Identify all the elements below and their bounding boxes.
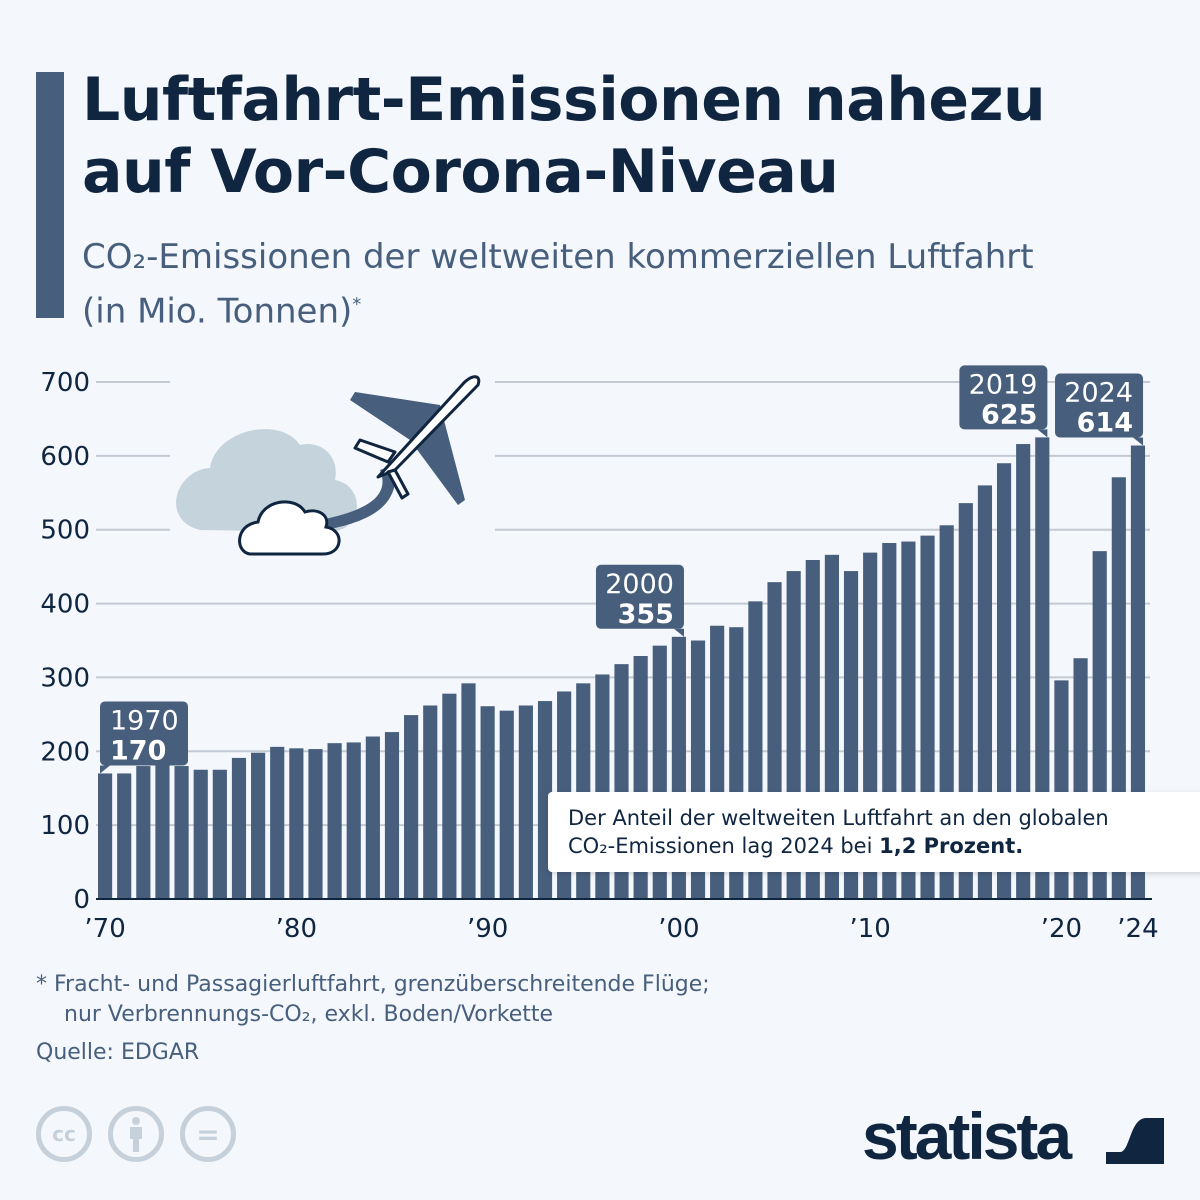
- y-tick-label: 400: [40, 590, 90, 620]
- callout-value: 170: [110, 735, 166, 766]
- subtitle-line-2: (in Mio. Tonnen): [82, 291, 353, 332]
- bar-1986: [404, 715, 419, 899]
- cloud-back-icon: [176, 429, 357, 532]
- title-line-2: auf Vor-Corona-Niveau: [82, 137, 839, 207]
- x-tick-label: ’00: [658, 914, 699, 944]
- y-tick-label: 600: [40, 442, 90, 472]
- info-highlight: 1,2 Prozent.: [879, 834, 1024, 858]
- bar-1990: [480, 706, 495, 899]
- bar-1991: [499, 710, 514, 899]
- callout-year: 2019: [969, 369, 1038, 400]
- bar-1992: [518, 705, 533, 899]
- x-tick-label: ’90: [467, 914, 508, 944]
- airplane-icon: [376, 375, 481, 479]
- callout-value: 625: [981, 399, 1037, 430]
- subtitle-line-1: CO₂-Emissionen der weltweiten kommerziel…: [82, 237, 1034, 277]
- info-box: Der Anteil der weltweiten Luftfahrt an d…: [548, 792, 1200, 872]
- callout-value: 355: [618, 599, 674, 630]
- bar-1973: [155, 760, 170, 899]
- info-text-line-2: CO₂-Emissionen lag 2024 bei: [568, 834, 880, 858]
- y-tick-label: 300: [40, 663, 90, 693]
- plane-tail-icon: [353, 438, 410, 500]
- bar-2018: [1016, 444, 1031, 899]
- info-text-line-1: Der Anteil der weltweiten Luftfahrt an d…: [568, 806, 1109, 830]
- bar-2019: [1035, 437, 1050, 899]
- bar-1970: [98, 773, 113, 899]
- y-tick-label: 500: [40, 516, 90, 546]
- bar-1988: [442, 693, 457, 899]
- callout-year: 2024: [1064, 378, 1133, 409]
- bar-chart: 0 100 200 300 400 500 600 700 ’70 ’80 ’90 ’00 ’10 ’2…: [40, 362, 1159, 944]
- cloud-front-icon: [238, 500, 341, 556]
- bar-1981: [308, 749, 323, 899]
- bar-1980: [289, 748, 304, 899]
- bar-1985: [384, 732, 400, 899]
- callout-box: [1055, 373, 1144, 438]
- source: Quelle: EDGAR: [36, 1040, 200, 1065]
- x-tick-label: ’80: [276, 914, 317, 944]
- y-tick-label: 700: [40, 368, 90, 398]
- y-tick-label: 0: [73, 885, 90, 915]
- x-tick-label: ’24: [1117, 914, 1158, 944]
- bar-1978: [251, 752, 266, 899]
- bar-1977: [231, 757, 247, 899]
- footnote-line-1: * Fracht- und Passagierluftfahrt, grenzü…: [36, 972, 710, 997]
- x-tick-label: ’70: [84, 914, 125, 944]
- bar-1974: [174, 766, 189, 899]
- x-tick-label: ’10: [849, 914, 890, 944]
- bar-1987: [423, 705, 438, 899]
- callout-box: [595, 564, 684, 629]
- title-line-1: Luftfahrt-Emissionen nahezu: [82, 65, 1046, 135]
- page-title: Luftfahrt-Emissionen nahezu auf Vor-Coro…: [82, 64, 1046, 208]
- callout-pointer: [673, 628, 684, 637]
- equals-label: =: [196, 1117, 220, 1151]
- x-tick-label: ’20: [1041, 914, 1082, 944]
- person-glyph: [130, 1117, 142, 1152]
- cc-icon[interactable]: cc: [36, 1106, 92, 1162]
- callout-year: 1970: [110, 705, 179, 736]
- bar-1976: [212, 769, 227, 899]
- airplane-illustration: [170, 362, 495, 562]
- bar-1979: [270, 746, 285, 899]
- y-tick-label: 200: [40, 737, 90, 767]
- y-tick-label: 100: [40, 811, 90, 841]
- callout-pointer: [1133, 437, 1144, 446]
- callout-box: [100, 701, 188, 766]
- bar-1971: [117, 773, 132, 899]
- callout-pointer: [100, 765, 110, 774]
- footnote: * Fracht- und Passagierluftfahrt, grenzü…: [36, 970, 710, 1030]
- bar-1983: [346, 742, 361, 899]
- bar-1975: [193, 769, 208, 899]
- bar-1972: [136, 766, 151, 899]
- bar-2024: [1130, 445, 1146, 899]
- bar-2017: [996, 463, 1012, 899]
- footnote-line-2: nur Verbrennungs-CO₂, exkl. Boden/Vorket…: [64, 1002, 554, 1027]
- statista-logo-icon: [1106, 1106, 1164, 1164]
- cc-label: cc: [52, 1122, 76, 1146]
- subtitle: CO₂-Emissionen der weltweiten kommerziel…: [82, 234, 1182, 335]
- title-accent-bar: [36, 72, 64, 318]
- attribution-icon[interactable]: [108, 1106, 164, 1162]
- statista-logo[interactable]: statista: [862, 1099, 1072, 1173]
- no-derivatives-icon[interactable]: =: [180, 1106, 236, 1162]
- callout-box: [959, 365, 1048, 430]
- bar-1982: [327, 743, 342, 899]
- bar-1984: [365, 736, 380, 899]
- callout-year: 2000: [605, 569, 674, 600]
- bar-1989: [461, 683, 476, 899]
- footnote-marker: *: [352, 294, 362, 315]
- callout-pointer: [1037, 429, 1048, 438]
- callout-value: 614: [1077, 408, 1133, 439]
